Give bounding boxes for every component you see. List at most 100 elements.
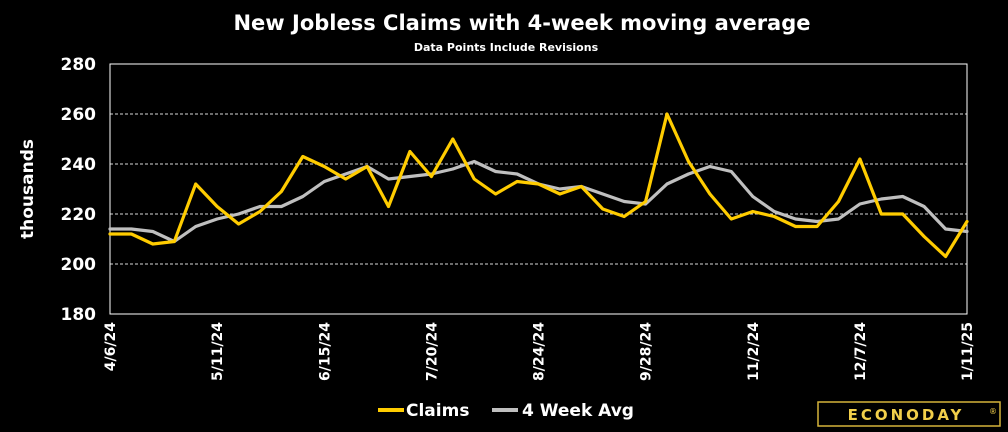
x-tick-label: 8/24/24 xyxy=(532,322,548,381)
data-point-4-week-avg xyxy=(601,192,605,196)
data-point-claims xyxy=(901,212,905,216)
y-tick-label: 280 xyxy=(61,55,97,75)
series-lines xyxy=(108,112,969,259)
data-point-claims xyxy=(194,182,198,186)
x-tick-label: 9/28/24 xyxy=(639,322,655,381)
legend: Claims 4 Week Avg xyxy=(378,401,634,421)
data-point-4-week-avg xyxy=(258,205,262,208)
data-point-4-week-avg xyxy=(922,205,926,208)
data-point-4-week-avg xyxy=(344,172,348,176)
data-point-claims xyxy=(515,180,519,183)
y-tick-label: 240 xyxy=(61,155,97,175)
data-point-claims xyxy=(729,217,733,221)
x-tick-label: 7/20/24 xyxy=(424,322,440,381)
x-tick-label: 11/2/24 xyxy=(746,322,762,381)
data-point-4-week-avg xyxy=(280,205,283,208)
data-point-claims xyxy=(815,225,819,228)
data-point-claims xyxy=(237,222,240,226)
data-point-4-week-avg xyxy=(215,217,219,221)
data-point-4-week-avg xyxy=(451,167,455,171)
data-point-4-week-avg xyxy=(622,200,626,203)
data-point-4-week-avg xyxy=(901,195,905,198)
data-point-claims xyxy=(215,205,219,208)
data-point-claims xyxy=(858,157,862,161)
data-point-4-week-avg xyxy=(879,197,883,201)
data-point-claims xyxy=(258,210,262,213)
y-tick-label: 180 xyxy=(61,305,97,325)
data-point-claims xyxy=(151,242,155,246)
data-point-claims xyxy=(451,137,455,141)
x-tick-label: 1/11/25 xyxy=(960,322,976,381)
data-point-4-week-avg xyxy=(708,165,712,168)
data-point-claims xyxy=(108,232,112,236)
data-point-4-week-avg xyxy=(515,172,519,176)
legend-label-4-week-avg: 4 Week Avg xyxy=(522,401,634,421)
data-point-claims xyxy=(879,212,883,216)
data-point-4-week-avg xyxy=(687,172,690,176)
y-tick-label: 220 xyxy=(61,205,97,225)
legend-label-claims: Claims xyxy=(406,401,469,421)
data-point-claims xyxy=(965,220,969,223)
x-tick-label: 12/7/24 xyxy=(853,322,869,381)
data-point-4-week-avg xyxy=(472,160,476,163)
data-point-4-week-avg xyxy=(194,225,198,228)
data-point-claims xyxy=(922,235,926,238)
data-point-claims xyxy=(472,177,476,181)
data-point-4-week-avg xyxy=(237,212,240,216)
data-point-claims xyxy=(687,160,690,163)
data-point-4-week-avg xyxy=(301,195,305,198)
data-point-claims xyxy=(301,155,305,158)
data-point-claims xyxy=(772,215,776,218)
logo-registered-mark: ® xyxy=(989,407,997,416)
data-point-claims xyxy=(130,232,133,236)
data-point-claims xyxy=(944,255,947,258)
data-point-claims xyxy=(494,192,498,196)
data-point-4-week-avg xyxy=(558,187,562,191)
data-point-claims xyxy=(579,185,583,188)
data-point-claims xyxy=(537,182,540,186)
data-point-claims xyxy=(708,192,712,196)
data-point-claims xyxy=(751,210,755,213)
data-point-claims xyxy=(665,112,669,116)
data-point-4-week-avg xyxy=(322,180,326,183)
logo-text: ECONODAY xyxy=(848,406,965,424)
data-point-4-week-avg xyxy=(751,195,755,198)
data-point-4-week-avg xyxy=(858,202,862,206)
chart-subtitle: Data Points Include Revisions xyxy=(414,41,599,54)
data-point-claims xyxy=(322,165,326,168)
data-point-claims xyxy=(601,207,605,211)
data-point-4-week-avg xyxy=(815,220,819,223)
data-point-claims xyxy=(172,240,176,243)
data-point-claims xyxy=(387,205,390,208)
x-tick-label: 6/15/24 xyxy=(317,322,333,381)
chart-title: New Jobless Claims with 4-week moving av… xyxy=(233,11,810,35)
y-tick-label: 200 xyxy=(61,255,97,275)
data-point-claims xyxy=(344,177,348,181)
data-point-claims xyxy=(408,150,412,153)
data-point-4-week-avg xyxy=(729,170,733,173)
econoday-logo: ECONODAY ® xyxy=(817,401,1001,427)
data-point-4-week-avg xyxy=(944,227,947,231)
data-point-4-week-avg xyxy=(665,182,669,186)
data-point-4-week-avg xyxy=(408,175,412,178)
logo-box xyxy=(817,401,1001,427)
data-point-4-week-avg xyxy=(772,210,776,213)
data-point-claims xyxy=(558,192,562,196)
plot-area-border xyxy=(109,63,968,315)
data-point-claims xyxy=(365,165,369,168)
y-tick-label: 260 xyxy=(61,105,97,125)
x-tick-label: 4/6/24 xyxy=(103,322,119,371)
data-point-claims xyxy=(644,200,648,203)
data-point-4-week-avg xyxy=(494,170,498,173)
x-tick-label: 5/11/24 xyxy=(210,322,226,381)
data-point-claims xyxy=(622,215,626,218)
y-axis-ticks: 180 200 220 240 260 280 xyxy=(61,55,97,325)
data-point-4-week-avg xyxy=(151,230,155,233)
data-point-4-week-avg xyxy=(108,227,112,231)
data-point-claims xyxy=(837,200,840,203)
data-point-4-week-avg xyxy=(837,217,840,221)
x-axis-ticks: 4/6/24 5/11/24 6/15/24 7/20/24 8/24/24 9/28/2… xyxy=(103,322,976,381)
data-point-claims xyxy=(429,175,433,178)
data-point-claims xyxy=(794,225,797,228)
